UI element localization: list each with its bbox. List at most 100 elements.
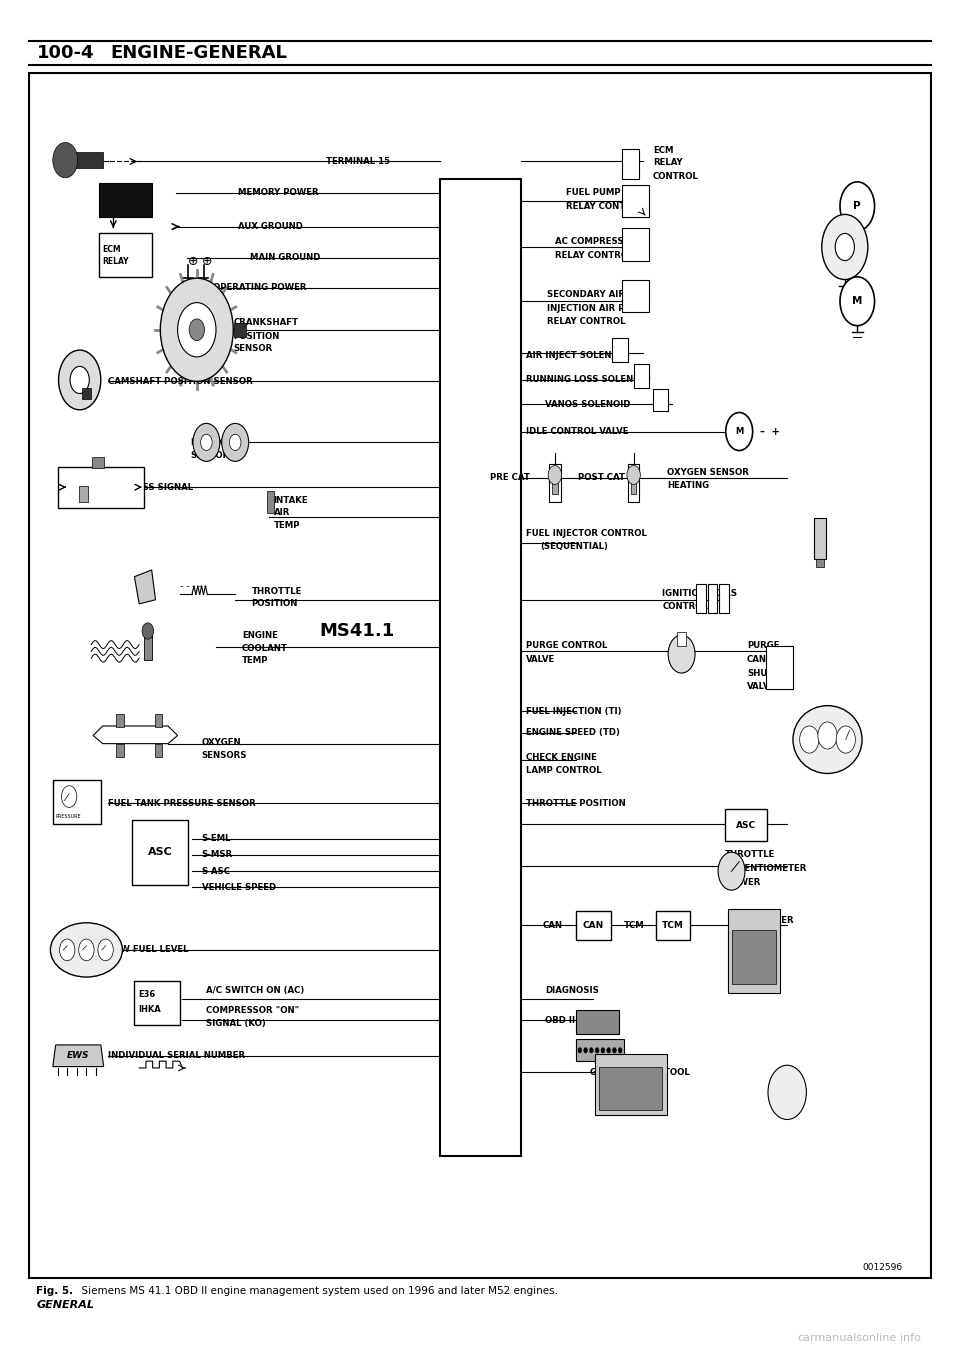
- Text: TCM: TCM: [662, 921, 684, 930]
- Bar: [634, 364, 649, 388]
- Text: COMPRESSOR "ON": COMPRESSOR "ON": [206, 1007, 300, 1015]
- Circle shape: [726, 413, 753, 451]
- Text: ASC: ASC: [148, 847, 173, 858]
- Text: ENGINE-GENERAL: ENGINE-GENERAL: [110, 43, 287, 62]
- Text: OBD II: OBD II: [545, 1016, 575, 1025]
- Text: MS41.1: MS41.1: [320, 622, 395, 641]
- Text: P: P: [853, 201, 861, 212]
- Circle shape: [53, 142, 78, 178]
- Text: IHKA: IHKA: [138, 1006, 161, 1014]
- Polygon shape: [93, 726, 178, 744]
- Text: FUEL TANK PRESSURE SENSOR: FUEL TANK PRESSURE SENSOR: [108, 799, 256, 807]
- Text: INTAKE: INTAKE: [274, 497, 308, 505]
- Text: (DIS): (DIS): [728, 930, 752, 938]
- Bar: [552, 472, 558, 494]
- Text: A/C SWITCH ON (AC): A/C SWITCH ON (AC): [206, 987, 304, 995]
- Text: POSITION: POSITION: [252, 600, 298, 608]
- Text: SECONDARY AIR: SECONDARY AIR: [547, 290, 625, 299]
- Circle shape: [627, 465, 640, 484]
- Text: RELAY CONTROL: RELAY CONTROL: [566, 202, 645, 210]
- Text: GENERAL: GENERAL: [36, 1300, 94, 1311]
- Text: THROTTLE: THROTTLE: [725, 851, 775, 859]
- Text: THROTTLE: THROTTLE: [252, 588, 301, 596]
- Text: LAMP CONTROL: LAMP CONTROL: [526, 767, 602, 775]
- Ellipse shape: [50, 923, 123, 977]
- Text: ECM: ECM: [103, 246, 121, 254]
- Text: EWS: EWS: [67, 1052, 89, 1060]
- Ellipse shape: [793, 706, 862, 773]
- Bar: [725, 809, 767, 841]
- Text: M: M: [852, 296, 862, 307]
- Text: SCAN TESTER: SCAN TESTER: [728, 916, 793, 924]
- Text: AIR: AIR: [274, 509, 290, 517]
- Bar: [599, 1067, 662, 1110]
- Bar: [576, 1010, 619, 1034]
- Text: TCM: TCM: [624, 921, 645, 930]
- Bar: [116, 714, 124, 727]
- Circle shape: [836, 726, 855, 753]
- Bar: [656, 911, 690, 940]
- Circle shape: [584, 1048, 588, 1053]
- Circle shape: [79, 939, 94, 961]
- Bar: [653, 389, 668, 411]
- Bar: [234, 323, 246, 337]
- Text: OXYGEN SENSOR: OXYGEN SENSOR: [667, 468, 749, 476]
- Bar: [622, 228, 649, 261]
- Bar: [440, 179, 521, 1156]
- Circle shape: [768, 1065, 806, 1120]
- Circle shape: [818, 722, 837, 749]
- Bar: [267, 491, 274, 513]
- Bar: [79, 486, 88, 502]
- Bar: [696, 584, 706, 613]
- Bar: [677, 632, 686, 646]
- Bar: [99, 183, 152, 217]
- Bar: [622, 149, 639, 179]
- Circle shape: [578, 1048, 582, 1053]
- Bar: [99, 233, 152, 277]
- Text: 100-4: 100-4: [36, 43, 94, 62]
- Bar: [631, 472, 636, 494]
- Bar: [58, 467, 144, 508]
- Text: PURGE: PURGE: [747, 642, 780, 650]
- Text: TERMINAL 15: TERMINAL 15: [326, 157, 391, 166]
- Text: ECM: ECM: [653, 147, 673, 155]
- Circle shape: [607, 1048, 611, 1053]
- Text: 0012596: 0012596: [862, 1263, 902, 1272]
- Text: INJECTION AIR PUMP: INJECTION AIR PUMP: [547, 304, 646, 312]
- Text: IDLE CONTROL VALVE: IDLE CONTROL VALVE: [526, 427, 629, 436]
- Text: RUNNING LOSS SOLENOID: RUNNING LOSS SOLENOID: [526, 376, 651, 384]
- Text: SIGNAL (KO): SIGNAL (KO): [206, 1019, 266, 1027]
- Text: THROTTLE POSITION: THROTTLE POSITION: [526, 799, 626, 807]
- Bar: [92, 457, 104, 468]
- Text: COOLANT: COOLANT: [242, 645, 288, 653]
- Text: –  +: – +: [760, 426, 780, 437]
- Circle shape: [61, 786, 77, 807]
- Text: IGNITION COILS: IGNITION COILS: [662, 589, 737, 597]
- Text: CAN: CAN: [583, 921, 604, 930]
- Text: FUEL PUMP: FUEL PUMP: [566, 189, 621, 197]
- Circle shape: [60, 939, 75, 961]
- Text: CONTROL: CONTROL: [662, 603, 708, 611]
- Bar: [144, 635, 152, 660]
- Text: TEMP: TEMP: [242, 657, 269, 665]
- Bar: [116, 744, 124, 757]
- Circle shape: [822, 214, 868, 280]
- Text: ENGINE: ENGINE: [242, 631, 277, 639]
- Circle shape: [222, 423, 249, 461]
- Circle shape: [59, 350, 101, 410]
- Circle shape: [840, 277, 875, 326]
- Text: INDIVIDUAL SERIAL NUMBER: INDIVIDUAL SERIAL NUMBER: [108, 1052, 246, 1060]
- Bar: [82, 388, 91, 399]
- Bar: [29, 73, 931, 1278]
- Bar: [622, 280, 649, 312]
- Text: CRANKSHAFT: CRANKSHAFT: [233, 319, 299, 327]
- Text: RELAY CONTROL: RELAY CONTROL: [547, 318, 626, 326]
- Bar: [595, 1054, 667, 1115]
- Bar: [155, 714, 162, 727]
- Text: ASC: ASC: [736, 821, 756, 829]
- Text: SHUT-OFF: SHUT-OFF: [747, 669, 794, 677]
- Circle shape: [178, 303, 216, 357]
- Text: Fig. 5.: Fig. 5.: [36, 1285, 74, 1296]
- Text: VALVE: VALVE: [747, 683, 776, 691]
- Text: POTENTIOMETER: POTENTIOMETER: [725, 864, 806, 873]
